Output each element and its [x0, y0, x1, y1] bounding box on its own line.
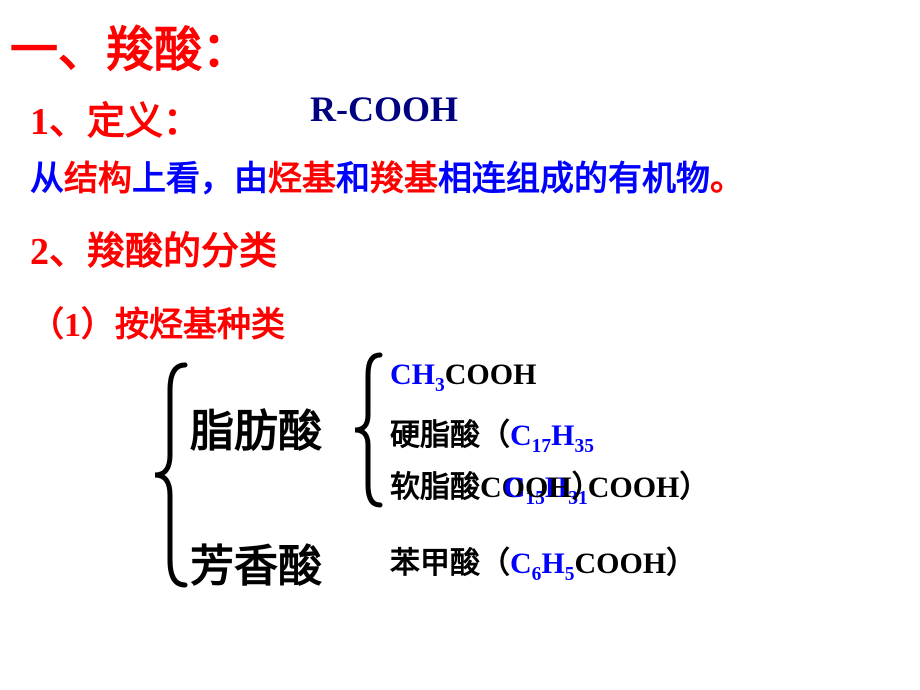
ex4-h: H: [541, 547, 564, 580]
page-title: 一、羧酸：: [10, 10, 250, 80]
ex1-ch: CH: [390, 358, 435, 391]
def-part8: 。: [710, 161, 744, 198]
def-part4: 烃基: [268, 161, 336, 198]
def-part7: 相连组成的有机物: [438, 161, 710, 198]
def-part3: 上看，由: [132, 161, 268, 198]
category-fatty-acid: 脂肪酸: [190, 395, 322, 459]
ex3-c: C: [504, 471, 526, 504]
main-formula: R-COOH: [310, 88, 458, 130]
example-ch3cooh: CH3COOH: [390, 358, 536, 397]
ex4-tail: COOH）: [575, 547, 697, 580]
section1-label: 1、定义：: [30, 90, 201, 145]
example-benzoic: 苯甲酸（C6H5COOH）: [390, 538, 696, 586]
ex3-overlap-cooh: COOH）: [480, 471, 602, 504]
inner-brace-icon: [350, 350, 385, 510]
definition-line: 从结构上看，由烃基和羧基相连组成的有机物。: [30, 151, 744, 200]
ex2-s17: 17: [532, 436, 552, 457]
ex2-s35: 35: [575, 436, 595, 457]
example-palmitic: 软脂酸COOH）C15H31COOH）: [390, 462, 709, 510]
ex4-label: 苯甲酸（: [390, 547, 510, 580]
ex2-label: 硬脂酸（: [390, 419, 510, 452]
section2-label: 2、羧酸的分类: [30, 220, 277, 275]
subsection-label: （1）按烃基种类: [30, 297, 285, 346]
ex2-h: H: [551, 419, 574, 452]
ex3-label: 软脂酸: [390, 471, 480, 504]
ex4-c: C: [510, 547, 532, 580]
ex4-s5: 5: [565, 564, 575, 585]
ex1-cooh: COOH: [445, 358, 537, 391]
def-part6: 羧基: [370, 161, 438, 198]
ex3-tail: COOH）: [588, 471, 710, 504]
def-part5: 和: [336, 161, 370, 198]
ex4-s6: 6: [532, 564, 542, 585]
category-aromatic-acid: 芳香酸: [190, 530, 322, 594]
ex1-sub3: 3: [435, 375, 445, 396]
example-stearic: 硬脂酸（C17H35: [390, 410, 594, 458]
def-part2: 结构: [64, 161, 132, 198]
outer-brace-icon: [150, 360, 190, 590]
ex2-c: C: [510, 419, 532, 452]
def-part1: 从: [30, 161, 64, 198]
